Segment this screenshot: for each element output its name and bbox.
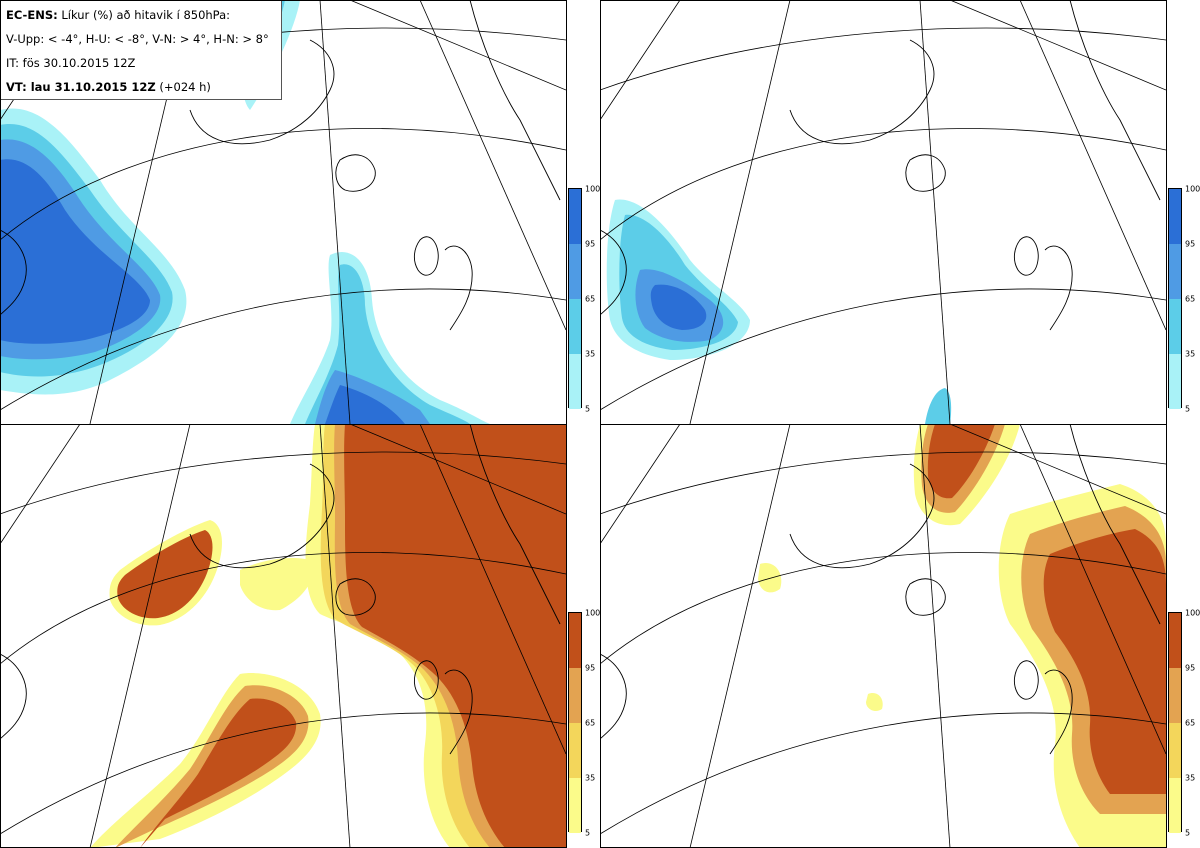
colorbar-warm-bottom-right: 100 95 65 35 5 [1168,609,1200,838]
colorbar-segment [1169,189,1181,244]
colorbar-tick-label: 65 [1185,294,1196,304]
title-vt-suffix: (+024 h) [159,80,211,94]
colorbar-tick-label: 5 [585,828,591,838]
colorbar-segment [1169,354,1181,409]
colorbar-segment [1169,668,1181,723]
map-canvas [600,424,1166,848]
title-line1: Líkur (%) að hitavik í 850hPa: [61,8,231,22]
colorbar-segment [569,354,581,409]
probability-field-west [758,563,883,712]
probability-field-east [913,424,1166,848]
colorbar-segment [1169,244,1181,299]
probability-field-greenland [109,520,313,626]
coastlines [0,424,561,755]
colorbar-cold-top-right: 100 95 65 35 5 [1168,185,1200,414]
colorbar-segment [569,668,581,723]
coastlines [0,0,561,331]
map-panel-cold-minus8 [600,0,1166,424]
colorbar-segment [569,778,581,833]
colorbar-tick-label: 100 [585,184,601,194]
title-line2: V-Upp: < -4°, H-U: < -8°, V-N: > 4°, H-N… [6,32,269,46]
title-line3: IT: fös 30.10.2015 12Z [6,56,136,70]
colorbar-tick-label: 100 [585,608,601,618]
map-canvas [600,0,1166,424]
colorbar-tick-label: 65 [585,718,596,728]
colorbar-tick-label: 5 [585,404,591,414]
colorbar-segment [1169,778,1181,833]
colorbar-segment [569,299,581,354]
title-prefix: EC-ENS: [6,8,58,22]
title-vt: VT: lau 31.10.2015 12Z [6,80,156,94]
map-panel-cold-minus4: EC-ENS: Líkur (%) að hitavik í 850hPa: V… [0,0,566,424]
colorbar-tick-label: 100 [1185,608,1200,618]
colorbar-tick-label: 35 [585,773,596,783]
colorbar-tick-label: 65 [1185,718,1196,728]
colorbar-cold-top-left: 100 95 65 35 5 [568,185,600,414]
probability-field-atlantic [90,673,321,848]
graticule [600,0,1166,424]
map-panel-warm-plus8 [600,424,1166,848]
coastlines [600,424,1161,755]
colorbar-tick-label: 95 [1185,663,1196,673]
colorbar-segment [569,189,581,244]
colorbar-warm-bottom-left: 100 95 65 35 5 [568,609,600,838]
probability-field-west [606,199,750,360]
colorbar-tick-label: 35 [1185,349,1196,359]
coastlines [600,0,1161,331]
probability-field-atlantic [925,388,952,424]
colorbar-tick-label: 35 [585,349,596,359]
map-canvas [0,424,566,848]
colorbar-tick-label: 65 [585,294,596,304]
colorbar-segment [1169,613,1181,668]
probability-field-atlantic [290,252,490,424]
colorbar-segment [569,244,581,299]
colorbar-segment [1169,723,1181,778]
colorbar-tick-label: 95 [585,239,596,249]
colorbar-tick-label: 5 [1185,404,1191,414]
probability-field-east [305,424,566,848]
colorbar-tick-label: 95 [585,663,596,673]
graticule [0,424,566,848]
colorbar-segment [569,723,581,778]
colorbar-segment [1169,299,1181,354]
map-panel-warm-plus4 [0,424,566,848]
colorbar-segment [569,613,581,668]
title-box: EC-ENS: Líkur (%) að hitavik í 850hPa: V… [0,0,282,100]
colorbar-tick-label: 100 [1185,184,1200,194]
colorbar-tick-label: 35 [1185,773,1196,783]
colorbar-tick-label: 95 [1185,239,1196,249]
colorbar-tick-label: 5 [1185,828,1191,838]
graticule [600,424,1166,848]
probability-field-west [0,108,187,395]
